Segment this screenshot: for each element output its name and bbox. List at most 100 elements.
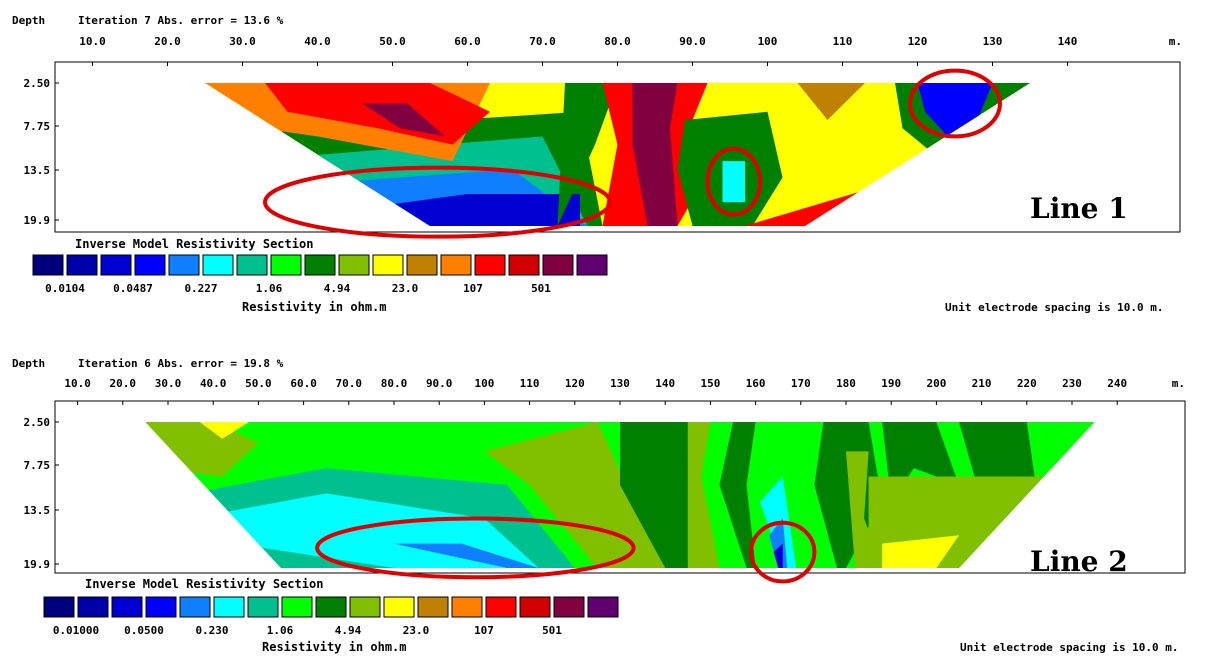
- legend-value: 0.0500: [124, 624, 164, 637]
- x-tick-label: 110: [520, 377, 540, 390]
- legend-swatch: [213, 596, 245, 618]
- legend-swatch: [202, 254, 234, 276]
- resistivity-zone: [362, 103, 445, 137]
- legend-swatch: [474, 254, 506, 276]
- line-1-section-chart: Depth Iteration 7 Abs. error = 13.6 % Li…: [12, 14, 1182, 314]
- legend-value: 1.06: [267, 624, 294, 637]
- x-tick-label: 140: [1058, 35, 1078, 48]
- legend-unit-label: Resistivity in ohm.m: [242, 300, 387, 314]
- legend-value: 107: [474, 624, 494, 637]
- legend-value: 107: [463, 282, 483, 295]
- x-tick-label: 210: [972, 377, 992, 390]
- x-unit-label: m.: [1169, 35, 1182, 48]
- legend-swatch: [440, 254, 472, 276]
- resistivity-zone: [394, 543, 539, 568]
- legend-swatch: [100, 254, 132, 276]
- y-tick-label: 2.50: [24, 77, 51, 90]
- legend-unit-label: Resistivity in ohm.m: [262, 640, 407, 654]
- y-tick-label: 7.75: [24, 459, 51, 472]
- x-tick-label: 100: [474, 377, 494, 390]
- x-tick-label: 150: [700, 377, 720, 390]
- x-tick-label: 10.0: [64, 377, 91, 390]
- legend-value: 4.94: [324, 282, 351, 295]
- y-tick-label: 13.5: [24, 164, 51, 177]
- x-tick-label: 60.0: [290, 377, 317, 390]
- x-tick-label: 110: [833, 35, 853, 48]
- legend-value: 23.0: [392, 282, 419, 295]
- x-tick-label: 50.0: [379, 35, 406, 48]
- resistivity-zone: [797, 83, 865, 120]
- legend-swatch: [542, 254, 574, 276]
- resistivity-zone: [917, 83, 993, 137]
- resistivity-zone: [773, 543, 783, 568]
- x-tick-label: 130: [610, 377, 630, 390]
- resistivity-zone: [722, 161, 745, 203]
- resistivity-zone: [846, 451, 883, 568]
- resistivity-zone: [687, 422, 720, 568]
- legend-swatch: [587, 596, 619, 618]
- x-tick-label: 60.0: [454, 35, 481, 48]
- x-tick-label: 120: [565, 377, 585, 390]
- legend-value: 0.01000: [53, 624, 99, 637]
- x-tick-label: 240: [1107, 377, 1127, 390]
- x-tick-label: 30.0: [155, 377, 182, 390]
- legend-swatch: [451, 596, 483, 618]
- resistivity-zone: [199, 422, 250, 439]
- legend-swatch: [32, 254, 64, 276]
- x-tick-label: 80.0: [381, 377, 408, 390]
- resistivity-section: [205, 83, 1030, 226]
- x-tick-label: 140: [655, 377, 675, 390]
- legend-swatch: [553, 596, 585, 618]
- x-tick-label: 200: [926, 377, 946, 390]
- legend-swatch: [270, 254, 302, 276]
- x-tick-label: 70.0: [336, 377, 363, 390]
- legend-swatch: [134, 254, 166, 276]
- x-tick-label: 180: [836, 377, 856, 390]
- legend-value: 0.230: [195, 624, 228, 637]
- iteration-header: Iteration 7 Abs. error = 13.6 %: [78, 14, 284, 27]
- legend-swatch: [417, 596, 449, 618]
- legend-value: 0.0104: [45, 282, 85, 295]
- legend-value: 1.06: [256, 282, 283, 295]
- depth-header: Depth: [12, 14, 45, 27]
- legend-swatch: [179, 596, 211, 618]
- x-tick-label: 70.0: [529, 35, 556, 48]
- y-tick-label: 13.5: [24, 504, 51, 517]
- legend-swatch: [247, 596, 279, 618]
- x-tick-label: 40.0: [200, 377, 227, 390]
- resistivity-zone: [882, 535, 959, 568]
- legend-swatch: [304, 254, 336, 276]
- legend-title: Inverse Model Resistivity Section: [85, 577, 323, 591]
- x-tick-label: 130: [983, 35, 1003, 48]
- electrode-spacing-note: Unit electrode spacing is 10.0 m.: [960, 641, 1179, 654]
- legend-value: 0.227: [184, 282, 217, 295]
- x-tick-label: 120: [908, 35, 928, 48]
- x-tick-label: 230: [1062, 377, 1082, 390]
- x-unit-label: m.: [1172, 377, 1185, 390]
- legend-title: Inverse Model Resistivity Section: [75, 237, 313, 251]
- legend-swatch: [66, 254, 98, 276]
- legend-swatch: [372, 254, 404, 276]
- line-2-section-chart: Depth Iteration 6 Abs. error = 19.8 % Li…: [12, 357, 1186, 654]
- legend-swatch: [519, 596, 551, 618]
- highlight-ellipse: [908, 68, 1002, 139]
- x-tick-label: 90.0: [679, 35, 706, 48]
- electrode-spacing-note: Unit electrode spacing is 10.0 m.: [945, 301, 1164, 314]
- depth-header: Depth: [12, 357, 45, 370]
- y-tick-label: 7.75: [24, 120, 51, 133]
- legend-swatch: [508, 254, 540, 276]
- resistivity-zone: [557, 83, 618, 226]
- highlight-ellipse: [749, 520, 817, 584]
- x-tick-label: 170: [791, 377, 811, 390]
- resistivity-zone: [632, 83, 678, 226]
- x-tick-label: 50.0: [245, 377, 272, 390]
- legend-swatch: [111, 596, 143, 618]
- legend-swatch: [168, 254, 200, 276]
- x-tick-label: 80.0: [604, 35, 631, 48]
- legend-swatch: [576, 254, 608, 276]
- legend-swatch: [145, 596, 177, 618]
- x-tick-label: 220: [1017, 377, 1037, 390]
- x-tick-label: 100: [758, 35, 778, 48]
- y-tick-label: 19.9: [24, 558, 51, 571]
- x-tick-label: 160: [746, 377, 766, 390]
